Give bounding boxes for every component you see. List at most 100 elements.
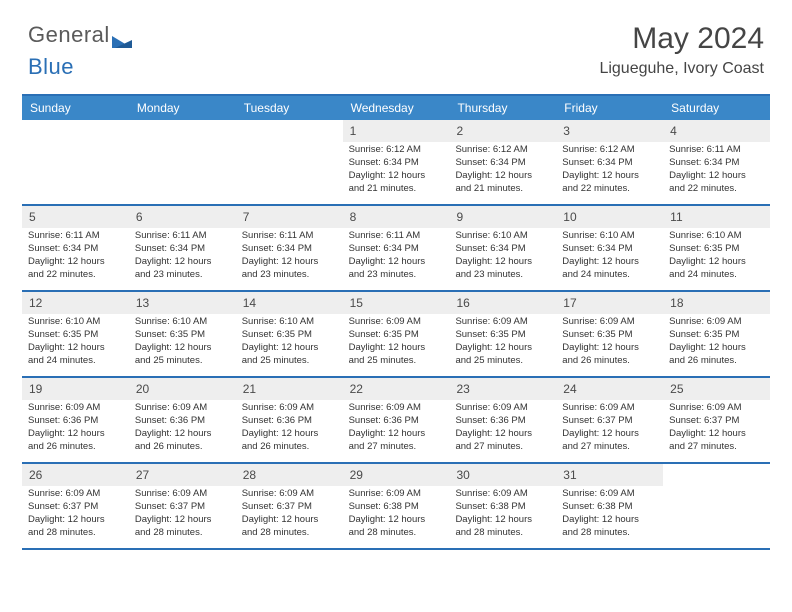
day-details: Sunrise: 6:09 AMSunset: 6:37 PMDaylight:… — [22, 488, 129, 543]
day-cell: 28Sunrise: 6:09 AMSunset: 6:37 PMDayligh… — [236, 464, 343, 548]
sunrise-line: Sunrise: 6:10 AM — [455, 230, 527, 241]
sunset-line: Sunset: 6:35 PM — [669, 329, 739, 340]
daylight-line: Daylight: 12 hours and 23 minutes. — [242, 256, 319, 280]
sunrise-line: Sunrise: 6:09 AM — [669, 402, 741, 413]
logo-part1: General — [28, 22, 110, 47]
sunrise-line: Sunrise: 6:11 AM — [669, 144, 741, 155]
day-details: Sunrise: 6:12 AMSunset: 6:34 PMDaylight:… — [449, 144, 556, 199]
day-cell: 30Sunrise: 6:09 AMSunset: 6:38 PMDayligh… — [449, 464, 556, 548]
day-cell: 8 Sunrise: 6:11 AM Sunset: 6:34 PM Daylight… — [343, 206, 450, 290]
week-row: 1Sunrise: 6:12 AMSunset: 6:34 PMDaylight… — [22, 120, 770, 206]
week-row: 5Sunrise: 6:11 AMSunset: 6:34 PMDaylight… — [22, 206, 770, 292]
daylight-line: Daylight: 12 hours and 25 minutes. — [455, 342, 532, 366]
sunrise-line: Sunrise: 6:10 AM — [562, 230, 634, 241]
day-details: Sunrise: 6:09 AMSunset: 6:37 PMDaylight:… — [556, 402, 663, 457]
day-number — [129, 120, 236, 142]
day-cell — [22, 120, 129, 204]
week-row: 12Sunrise: 6:10 AMSunset: 6:35 PMDayligh… — [22, 292, 770, 378]
day-cell: 27Sunrise: 6:09 AMSunset: 6:37 PMDayligh… — [129, 464, 236, 548]
day-number — [236, 120, 343, 142]
day-number: 15 — [343, 292, 450, 314]
day-cell: 21Sunrise: 6:09 AMSunset: 6:36 PMDayligh… — [236, 378, 343, 462]
day-number: 20 — [129, 378, 236, 400]
daylight-line: Daylight: 12 hours and 23 minutes. — [349, 256, 426, 280]
daylight-line: Daylight: 12 hours and 25 minutes. — [349, 342, 426, 366]
day-details: Sunrise: 6:10 AMSunset: 6:34 PMDaylight:… — [556, 230, 663, 285]
day-number: 19 — [22, 378, 129, 400]
sunrise-line: Sunrise: 6:10 AM — [28, 316, 100, 327]
sunset-line: Sunset: 6:38 PM — [349, 501, 419, 512]
sunrise-line: Sunrise: 6:11 AM — [242, 230, 314, 241]
day-cell — [663, 464, 770, 548]
weekday-header: Monday — [129, 96, 236, 120]
day-cell: 20Sunrise: 6:09 AMSunset: 6:36 PMDayligh… — [129, 378, 236, 462]
day-number: 22 — [343, 378, 450, 400]
sunset-line: Sunset: 6:37 PM — [242, 501, 312, 512]
day-details: Sunrise: 6:10 AMSunset: 6:35 PMDaylight:… — [236, 316, 343, 371]
day-number: 7 — [236, 206, 343, 228]
sunset-line: Sunset: 6:35 PM — [349, 329, 419, 340]
weekday-header: Friday — [556, 96, 663, 120]
day-details: Sunrise: 6:09 AMSunset: 6:35 PMDaylight:… — [556, 316, 663, 371]
header: General Blue May 2024 Ligueguhe, Ivory C… — [0, 0, 792, 86]
day-number: 8 — [343, 206, 450, 228]
day-cell: 25Sunrise: 6:09 AMSunset: 6:37 PMDayligh… — [663, 378, 770, 462]
day-cell — [236, 120, 343, 204]
sunrise-line: Sunrise: 6:10 AM — [669, 230, 741, 241]
daylight-line: Daylight: 12 hours and 28 minutes. — [242, 514, 319, 538]
daylight-line: Daylight: 12 hours and 22 minutes. — [669, 170, 746, 194]
day-number: 2 — [449, 120, 556, 142]
day-number: 17 — [556, 292, 663, 314]
daylight-line: Daylight: 12 hours and 26 minutes. — [562, 342, 639, 366]
sunset-line: Sunset: 6:34 PM — [349, 243, 419, 254]
sunset-line: Sunset: 6:34 PM — [562, 157, 632, 168]
daylight-line: Daylight: 12 hours and 24 minutes. — [28, 342, 105, 366]
day-number: 3 — [556, 120, 663, 142]
day-number: 24 — [556, 378, 663, 400]
day-cell: 31Sunrise: 6:09 AMSunset: 6:38 PMDayligh… — [556, 464, 663, 548]
sunrise-line: Sunrise: 6:10 AM — [135, 316, 207, 327]
day-details: Sunrise: 6:09 AMSunset: 6:35 PMDaylight:… — [449, 316, 556, 371]
day-cell: 29Sunrise: 6:09 AMSunset: 6:38 PMDayligh… — [343, 464, 450, 548]
daylight-line: Daylight: 12 hours and 27 minutes. — [562, 428, 639, 452]
sunrise-line: Sunrise: 6:09 AM — [242, 402, 314, 413]
sunrise-line: Sunrise: 6:09 AM — [135, 488, 207, 499]
day-cell: 24Sunrise: 6:09 AMSunset: 6:37 PMDayligh… — [556, 378, 663, 462]
sunset-line: Sunset: 6:35 PM — [242, 329, 312, 340]
daylight-line: Daylight: 12 hours and 22 minutes. — [562, 170, 639, 194]
sunset-line: Sunset: 6:34 PM — [28, 243, 98, 254]
sunset-line: Sunset: 6:34 PM — [455, 243, 525, 254]
sunrise-line: Sunrise: 6:09 AM — [349, 488, 421, 499]
sunrise-line: Sunrise: 6:11 AM — [349, 230, 421, 241]
day-cell: 10Sunrise: 6:10 AMSunset: 6:34 PMDayligh… — [556, 206, 663, 290]
daylight-line: Daylight: 12 hours and 25 minutes. — [242, 342, 319, 366]
day-number: 16 — [449, 292, 556, 314]
weekday-header: Thursday — [449, 96, 556, 120]
day-cell: 23Sunrise: 6:09 AMSunset: 6:36 PMDayligh… — [449, 378, 556, 462]
sunset-line: Sunset: 6:34 PM — [455, 157, 525, 168]
daylight-line: Daylight: 12 hours and 24 minutes. — [669, 256, 746, 280]
sunrise-line: Sunrise: 6:09 AM — [28, 488, 100, 499]
day-cell: 12 Sunrise: 6:10 AM Sunset: 6:35 PM Dayligh… — [22, 292, 129, 376]
sunset-line: Sunset: 6:34 PM — [349, 157, 419, 168]
day-number — [663, 464, 770, 486]
sunset-line: Sunset: 6:35 PM — [28, 329, 98, 340]
daylight-line: Daylight: 12 hours and 28 minutes. — [455, 514, 532, 538]
day-cell: 22Sunrise: 6:09 AMSunset: 6:36 PMDayligh… — [343, 378, 450, 462]
day-number: 12 — [22, 292, 129, 314]
day-number — [22, 120, 129, 142]
sunset-line: Sunset: 6:36 PM — [455, 415, 525, 426]
daylight-line: Daylight: 12 hours and 23 minutes. — [455, 256, 532, 280]
day-details: Sunrise: 6:10 AMSunset: 6:35 PMDaylight:… — [663, 230, 770, 285]
day-cell: 15 Sunrise: 6:09 AM Sunset: 6:35 PM Dayligh… — [343, 292, 450, 376]
day-number: 6 — [129, 206, 236, 228]
day-details: Sunrise: 6:09 AMSunset: 6:36 PMDaylight:… — [22, 402, 129, 457]
day-cell: 4Sunrise: 6:11 AMSunset: 6:34 PMDaylight… — [663, 120, 770, 204]
sunrise-line: Sunrise: 6:09 AM — [349, 316, 421, 327]
sunrise-line: Sunrise: 6:12 AM — [455, 144, 527, 155]
daylight-line: Daylight: 12 hours and 28 minutes. — [349, 514, 426, 538]
daylight-line: Daylight: 12 hours and 28 minutes. — [562, 514, 639, 538]
day-details: Sunrise: 6:10 AMSunset: 6:35 PMDaylight:… — [129, 316, 236, 371]
day-cell: 14Sunrise: 6:10 AMSunset: 6:35 PMDayligh… — [236, 292, 343, 376]
page-title: May 2024 — [28, 22, 764, 56]
